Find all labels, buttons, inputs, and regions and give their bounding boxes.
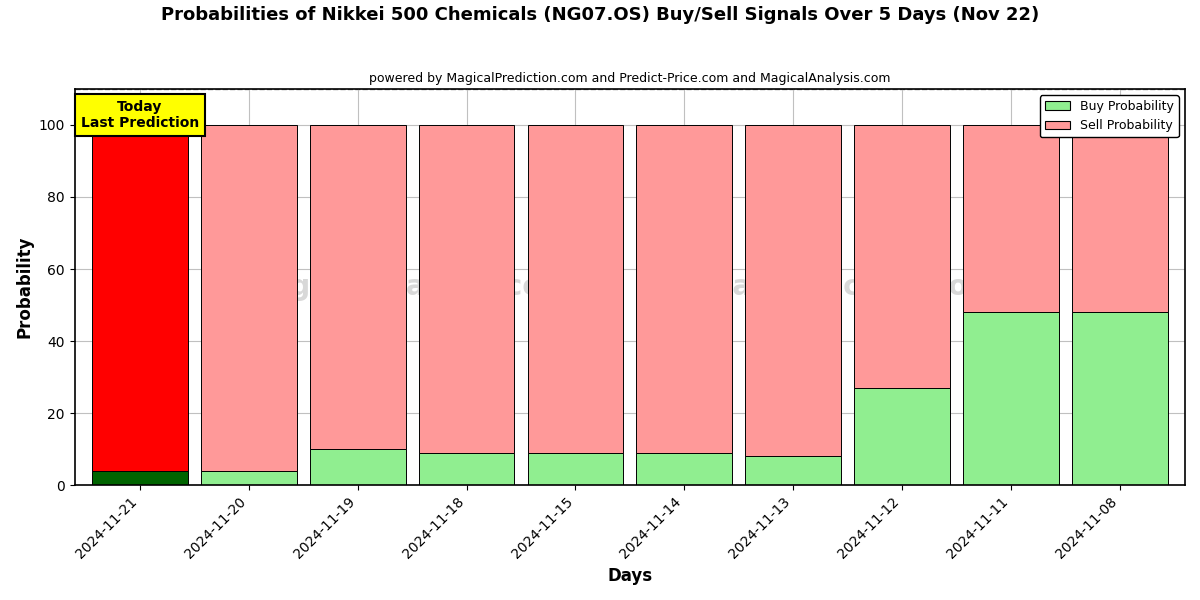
Bar <box>310 125 406 449</box>
Text: MagicalAnalysis.com: MagicalAnalysis.com <box>245 273 571 301</box>
Y-axis label: Probability: Probability <box>16 236 34 338</box>
Bar <box>92 470 188 485</box>
Bar <box>200 125 296 470</box>
Bar <box>854 388 950 485</box>
Bar <box>636 452 732 485</box>
Text: Today
Last Prediction: Today Last Prediction <box>80 100 199 130</box>
Bar <box>962 125 1058 312</box>
X-axis label: Days: Days <box>607 567 653 585</box>
Bar <box>528 125 623 452</box>
Bar <box>200 470 296 485</box>
Text: Probabilities of Nikkei 500 Chemicals (NG07.OS) Buy/Sell Signals Over 5 Days (No: Probabilities of Nikkei 500 Chemicals (N… <box>161 6 1039 24</box>
Bar <box>419 452 515 485</box>
Bar <box>419 125 515 452</box>
Text: MagicalPrediction.com: MagicalPrediction.com <box>641 273 997 301</box>
Bar <box>962 312 1058 485</box>
Bar <box>745 456 841 485</box>
Bar <box>92 125 188 470</box>
Bar <box>636 125 732 452</box>
Bar <box>745 125 841 456</box>
Bar <box>854 125 950 388</box>
Bar <box>1072 125 1168 312</box>
Title: powered by MagicalPrediction.com and Predict-Price.com and MagicalAnalysis.com: powered by MagicalPrediction.com and Pre… <box>370 72 890 85</box>
Bar <box>310 449 406 485</box>
Bar <box>1072 312 1168 485</box>
Bar <box>528 452 623 485</box>
Legend: Buy Probability, Sell Probability: Buy Probability, Sell Probability <box>1040 95 1178 137</box>
